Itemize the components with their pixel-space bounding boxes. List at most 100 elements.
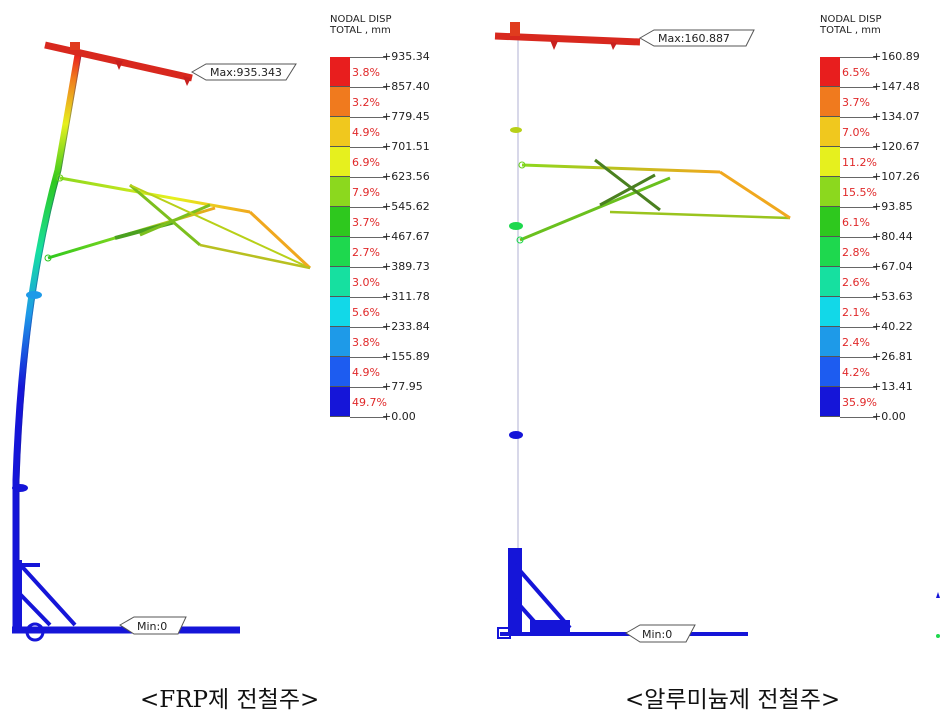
aluminum-legend-tick-mark bbox=[840, 207, 876, 208]
aluminum-legend-percent: 6.1% bbox=[842, 216, 870, 229]
aluminum-legend-swatch bbox=[820, 147, 840, 177]
frp-legend-tick-label: +0.00 bbox=[382, 410, 416, 423]
frp-legend-tick-label: +857.40 bbox=[382, 80, 430, 93]
frp-legend-tick-mark bbox=[350, 147, 386, 148]
aluminum-min-callout: Min:0 bbox=[625, 624, 696, 643]
aluminum-legend-tick-mark bbox=[840, 327, 876, 328]
frp-legend-percent: 4.9% bbox=[352, 126, 380, 139]
frp-legend-tick-mark bbox=[350, 177, 386, 178]
frp-legend-percent: 2.7% bbox=[352, 246, 380, 259]
aluminum-legend-tick-mark bbox=[840, 147, 876, 148]
aluminum-legend-tick-mark bbox=[840, 117, 876, 118]
aluminum-legend-tick-label: +67.04 bbox=[872, 260, 913, 273]
aluminum-legend-tick-label: +0.00 bbox=[872, 410, 906, 423]
frp-legend-tick-label: +779.45 bbox=[382, 110, 430, 123]
frp-caption: <FRP제 전철주> bbox=[140, 687, 320, 713]
aluminum-legend-swatch bbox=[820, 117, 840, 147]
aluminum-legend-swatch bbox=[820, 387, 840, 417]
aluminum-legend-tick-label: +147.48 bbox=[872, 80, 920, 93]
aluminum-legend-swatch bbox=[820, 207, 840, 237]
frp-legend-percent: 3.8% bbox=[352, 66, 380, 79]
aluminum-legend-swatch bbox=[820, 327, 840, 357]
frp-legend-tick-label: +467.67 bbox=[382, 230, 430, 243]
aluminum-legend-tick-label: +80.44 bbox=[872, 230, 913, 243]
frp-legend-percent: 3.8% bbox=[352, 336, 380, 349]
frp-legend-percent: 3.2% bbox=[352, 96, 380, 109]
aluminum-legend-percent: 2.1% bbox=[842, 306, 870, 319]
frp-legend-swatch bbox=[330, 357, 350, 387]
aluminum-legend-tick-label: +93.85 bbox=[872, 200, 913, 213]
frp-legend-tick-mark bbox=[350, 327, 386, 328]
aluminum-legend-percent: 2.4% bbox=[842, 336, 870, 349]
aluminum-legend-tick-label: +13.41 bbox=[872, 380, 913, 393]
frp-legend-tick-label: +623.56 bbox=[382, 170, 430, 183]
frp-legend-title: NODAL DISP TOTAL , mm bbox=[330, 14, 392, 36]
frp-legend-tick-label: +233.84 bbox=[382, 320, 430, 333]
aluminum-max-label: Max:160.887 bbox=[658, 32, 730, 45]
frp-legend-swatch bbox=[330, 57, 350, 87]
frp-legend-swatch bbox=[330, 327, 350, 357]
frp-legend-swatch bbox=[330, 147, 350, 177]
frp-legend-tick-label: +389.73 bbox=[382, 260, 430, 273]
frp-legend-swatch bbox=[330, 267, 350, 297]
frp-pole-model: Max:935.343 Min:0 bbox=[12, 41, 312, 642]
frp-legend-tick-mark bbox=[350, 357, 386, 358]
aluminum-legend-swatch bbox=[820, 357, 840, 387]
aluminum-legend-swatch bbox=[820, 297, 840, 327]
frp-legend-tick-mark bbox=[350, 267, 386, 268]
frp-legend-tick-mark bbox=[350, 207, 386, 208]
aluminum-legend-percent: 15.5% bbox=[842, 186, 877, 199]
aluminum-legend-tick-label: +107.26 bbox=[872, 170, 920, 183]
aluminum-legend-percent: 2.8% bbox=[842, 246, 870, 259]
aluminum-legend-tick-label: +160.89 bbox=[872, 50, 920, 63]
aluminum-legend-swatch bbox=[820, 237, 840, 267]
frp-legend-swatch bbox=[330, 387, 350, 417]
frp-legend-percent: 6.9% bbox=[352, 156, 380, 169]
frp-upper-arm bbox=[59, 176, 251, 214]
frp-legend-swatch bbox=[330, 117, 350, 147]
aluminum-legend-tick-label: +53.63 bbox=[872, 290, 913, 303]
aluminum-legend-tick-mark bbox=[840, 87, 876, 88]
frp-legend-swatch bbox=[330, 297, 350, 327]
aluminum-legend-percent: 7.0% bbox=[842, 126, 870, 139]
frp-legend-tick-mark bbox=[350, 417, 386, 418]
frp-pole-panel: Max:935.343 Min:0 NODAL DISP TOTAL , mm … bbox=[0, 0, 470, 713]
aluminum-lower-arm bbox=[519, 176, 671, 242]
frp-legend-swatch bbox=[330, 177, 350, 207]
frp-legend-percent: 3.0% bbox=[352, 276, 380, 289]
aluminum-legend-tick-mark bbox=[840, 417, 876, 418]
aluminum-legend-percent: 2.6% bbox=[842, 276, 870, 289]
aluminum-legend-percent: 4.2% bbox=[842, 366, 870, 379]
aluminum-legend-tick-mark bbox=[840, 387, 876, 388]
aluminum-caption: <알루미늄제 전철주> bbox=[625, 687, 841, 713]
frp-legend-percent: 7.9% bbox=[352, 186, 380, 199]
frp-legend-percent: 49.7% bbox=[352, 396, 387, 409]
aluminum-legend-tick-label: +120.67 bbox=[872, 140, 920, 153]
frp-legend-tick-mark bbox=[350, 387, 386, 388]
aluminum-legend-swatch bbox=[820, 57, 840, 87]
aluminum-legend-tick-mark bbox=[840, 57, 876, 58]
aluminum-pole-model: Max:160.887 Min:0 bbox=[494, 22, 940, 643]
frp-legend-tick-label: +155.89 bbox=[382, 350, 430, 363]
aluminum-legend-title: NODAL DISP TOTAL , mm bbox=[820, 14, 882, 36]
frp-legend-tick-label: +701.51 bbox=[382, 140, 430, 153]
frp-legend-swatch bbox=[330, 237, 350, 267]
aluminum-legend-tick-mark bbox=[840, 267, 876, 268]
frp-legend-tick-label: +77.95 bbox=[382, 380, 423, 393]
frp-legend-tick-label: +311.78 bbox=[382, 290, 430, 303]
frp-legend-tick-mark bbox=[350, 87, 386, 88]
frp-legend-tick-mark bbox=[350, 237, 386, 238]
aluminum-legend-tick-label: +40.22 bbox=[872, 320, 913, 333]
aluminum-pole-panel: Max:160.887 Min:0 NODAL DISP TOTAL , mm … bbox=[470, 0, 940, 713]
frp-legend-percent: 3.7% bbox=[352, 216, 380, 229]
frp-max-label: Max:935.343 bbox=[210, 66, 282, 79]
frp-min-callout: Min:0 bbox=[119, 616, 187, 635]
frp-max-callout: Max:935.343 bbox=[190, 63, 297, 81]
frp-min-label: Min:0 bbox=[137, 620, 167, 633]
frp-legend-swatch bbox=[330, 87, 350, 117]
aluminum-legend-tick-mark bbox=[840, 297, 876, 298]
aluminum-legend-tick-label: +26.81 bbox=[872, 350, 913, 363]
aluminum-legend-percent: 11.2% bbox=[842, 156, 877, 169]
frp-legend-tick-mark bbox=[350, 117, 386, 118]
frp-legend-swatch bbox=[330, 207, 350, 237]
